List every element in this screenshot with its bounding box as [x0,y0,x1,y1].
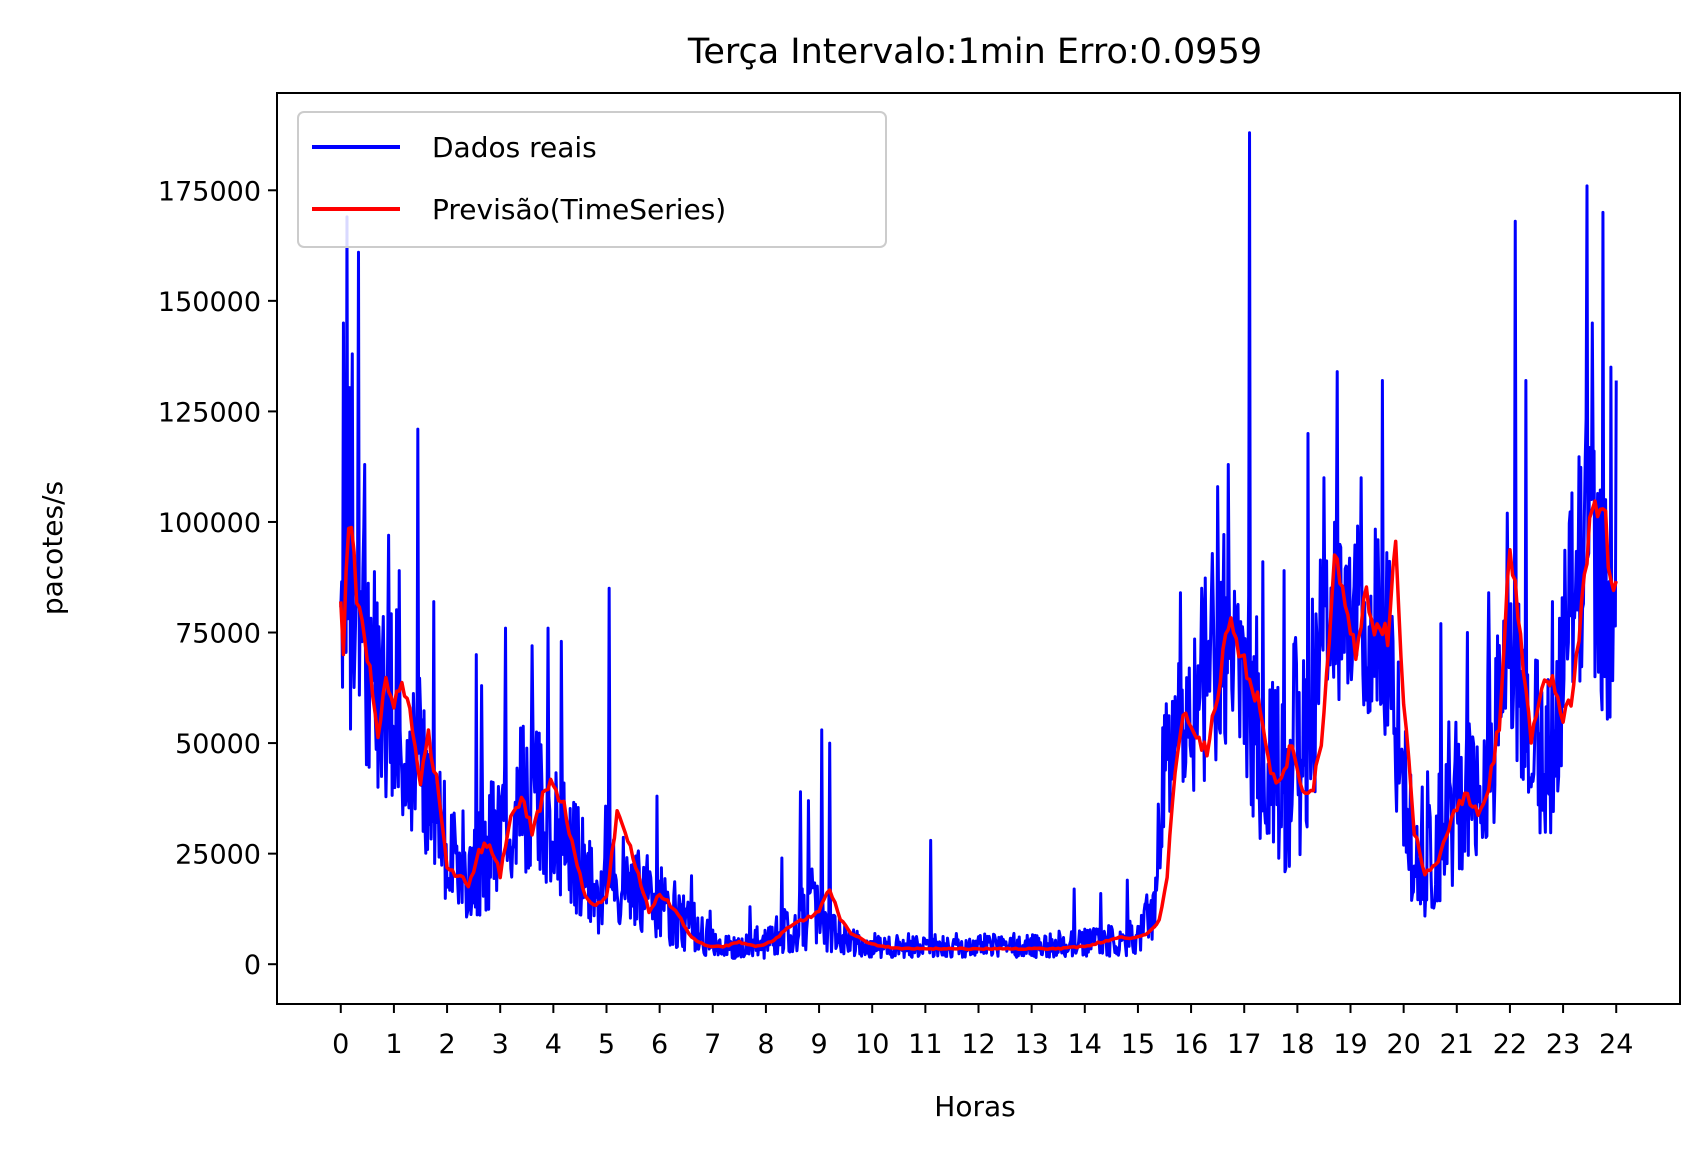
x-tick-label: 2 [438,1029,455,1060]
chart-title: Terça Intervalo:1min Erro:0.0959 [687,32,1262,72]
x-tick-label: 3 [492,1029,509,1060]
legend-label-previsao: Previsão(TimeSeries) [432,193,726,226]
x-tick-label: 15 [1121,1029,1155,1060]
y-tick-label: 0 [244,950,261,981]
x-tick-label: 7 [704,1029,721,1060]
y-axis-label: pacotes/s [36,481,69,615]
x-tick-label: 4 [545,1029,562,1060]
x-tick-label: 8 [757,1029,774,1060]
x-tick-label: 13 [1014,1029,1048,1060]
x-tick-label: 19 [1333,1029,1367,1060]
y-tick-label: 50000 [175,729,261,760]
legend-label-dados-reais: Dados reais [432,131,597,164]
y-tick-label: 75000 [175,619,261,650]
x-tick-label: 12 [961,1029,995,1060]
x-tick-label: 23 [1546,1029,1580,1060]
x-tick-label: 21 [1440,1029,1474,1060]
series-line-previsao [339,499,1618,952]
y-tick-label: 150000 [158,287,261,318]
x-tick-label: 6 [651,1029,668,1060]
x-tick-label: 5 [598,1029,615,1060]
series-line-dados-reais [339,131,1618,960]
x-tick-label: 22 [1493,1029,1527,1060]
x-tick-label: 20 [1386,1029,1420,1060]
x-tick-label: 14 [1068,1029,1102,1060]
x-tick-label: 0 [332,1029,349,1060]
y-tick-label: 125000 [158,397,261,428]
x-axis-label: Horas [934,1090,1015,1123]
legend-box [297,111,887,248]
x-tick-label: 10 [855,1029,889,1060]
y-tick-label: 100000 [158,508,261,539]
legend: Dados reais Previsão(TimeSeries) [297,111,887,248]
x-tick-label: 24 [1599,1029,1633,1060]
y-tick-label: 175000 [158,176,261,207]
x-tick-label: 1 [385,1029,402,1060]
x-tick-label: 18 [1280,1029,1314,1060]
x-axis: 0 1 2 3 4 5 6 7 8 9 10 11 12 13 14 15 16 17 18 19 20 21 22 23 24 [332,1004,1633,1060]
y-axis: 0 25000 50000 75000 100000 125000 150000 175000 [158,176,277,981]
y-tick-label: 25000 [175,840,261,871]
x-tick-label: 16 [1174,1029,1208,1060]
x-tick-label: 11 [908,1029,942,1060]
x-tick-label: 9 [810,1029,827,1060]
x-tick-label: 17 [1227,1029,1261,1060]
